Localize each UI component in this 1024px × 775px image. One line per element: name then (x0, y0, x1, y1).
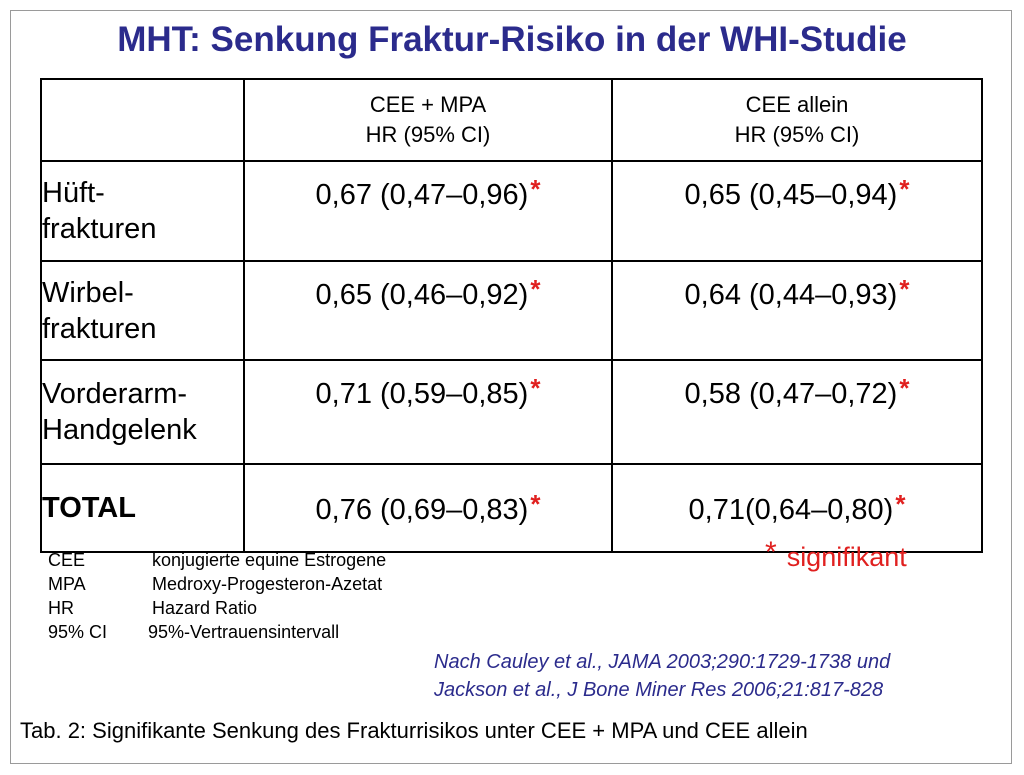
row-label-wirbelfrakturen: Wirbel- frakturen (40, 260, 245, 361)
slide-title: MHT: Senkung Fraktur-Risiko in der WHI-S… (117, 20, 907, 59)
legend-abbr: HR (48, 598, 74, 618)
significance-note: * signifikant (765, 536, 907, 573)
legend-desc: Hazard Ratio (152, 598, 258, 618)
value-cell: 0,67 (0,47–0,96)* (243, 160, 613, 262)
significance-star: * (899, 274, 910, 304)
row-label-hueftfrakturen: Hüft- frakturen (40, 160, 245, 262)
figure-frame (10, 10, 1012, 764)
value-cell: 0,65 (0,45–0,94)* (611, 160, 983, 262)
value-cell: 0,64 (0,44–0,93)* (611, 260, 983, 361)
results-table: CEE + MPA HR (95% CI) CEE allein HR (95%… (40, 78, 983, 553)
row-label-total: TOTAL (40, 463, 245, 553)
significance-note-star: * (765, 536, 777, 569)
legend-desc: konjugierte equine Estrogene (152, 550, 387, 570)
reference-citation: Nach Cauley et al., JAMA 2003;290:1729-1… (434, 651, 891, 701)
significance-note-text: signifikant (786, 542, 907, 572)
header-empty-cell (40, 78, 245, 162)
header-cee-mpa: CEE + MPA HR (95% CI) (243, 78, 613, 162)
value-cell: 0,71(0,64–0,80)* (611, 463, 983, 553)
legend-abbr: MPA (48, 574, 86, 594)
legend-abbr: 95% CI (48, 622, 108, 642)
significance-star: * (899, 373, 910, 403)
significance-star: * (895, 489, 906, 519)
legend-desc: Medroxy-Progesteron-Azetat (152, 574, 383, 594)
value-cell: 0,58 (0,47–0,72)* (611, 359, 983, 465)
table-row: Wirbel- frakturen 0,65 (0,46–0,92)* 0,64… (40, 260, 983, 361)
header-cee-allein: CEE allein HR (95% CI) (611, 78, 983, 162)
table-row: Hüft- frakturen 0,67 (0,47–0,96)* 0,65 (… (40, 160, 983, 262)
significance-star: * (530, 489, 541, 519)
value-cell: 0,76 (0,69–0,83)* (243, 463, 613, 553)
figure-caption: Tab. 2: Signifikante Senkung des Fraktur… (20, 718, 808, 743)
significance-star: * (899, 174, 910, 204)
table-row: Vorderarm- Handgelenk 0,71 (0,59–0,85)* … (40, 359, 983, 465)
legend-desc: 95%-Vertrauensintervall (148, 622, 340, 642)
significance-star: * (530, 274, 541, 304)
table-row-total: TOTAL 0,76 (0,69–0,83)* 0,71(0,64–0,80)* (40, 463, 983, 553)
row-label-vorderarm: Vorderarm- Handgelenk (40, 359, 245, 465)
value-cell: 0,65 (0,46–0,92)* (243, 260, 613, 361)
value-cell: 0,71 (0,59–0,85)* (243, 359, 613, 465)
significance-star: * (530, 174, 541, 204)
legend-abbr: CEE (48, 550, 86, 570)
significance-star: * (530, 373, 541, 403)
table-header-row: CEE + MPA HR (95% CI) CEE allein HR (95%… (40, 78, 983, 162)
